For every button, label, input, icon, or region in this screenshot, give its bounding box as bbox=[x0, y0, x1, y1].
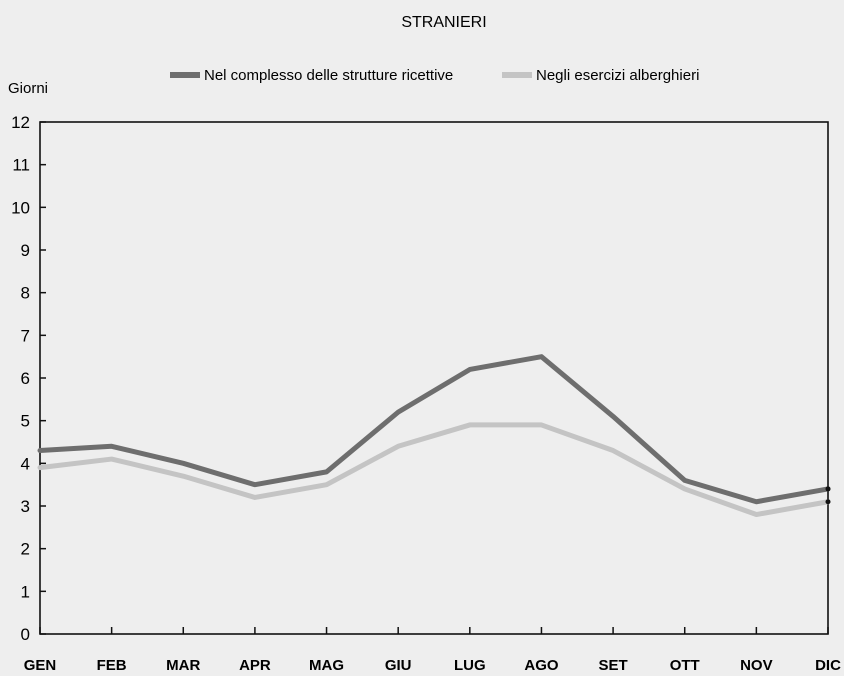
plot-area-frame bbox=[39, 121, 829, 635]
legend-item-series-1: Nel complesso delle strutture ricettive bbox=[170, 67, 453, 84]
y-tick-label: 0 bbox=[21, 625, 30, 644]
y-tick-label: 8 bbox=[21, 284, 30, 303]
legend-item-series-2: Negli esercizi alberghieri bbox=[502, 67, 699, 84]
legend-label-series-2: Negli esercizi alberghieri bbox=[536, 67, 699, 84]
x-tick-label: APR bbox=[239, 657, 271, 674]
x-tick-label: FEB bbox=[97, 657, 127, 674]
y-tick-label: 6 bbox=[21, 369, 30, 388]
series-end-point-2 bbox=[825, 499, 831, 505]
series-line-2 bbox=[37, 422, 831, 518]
x-tick-label: AGO bbox=[524, 657, 559, 674]
chart-title: STRANIERI bbox=[401, 14, 486, 31]
x-tick-label: OTT bbox=[670, 657, 700, 674]
x-tick-label: GEN bbox=[24, 657, 57, 674]
x-axis-ticks: GEN FEB MAR APR MAG GIU LUG AGO SET OTT NOV DIC bbox=[24, 627, 841, 674]
x-tick-label: LUG bbox=[454, 657, 486, 674]
x-tick-label: GIU bbox=[385, 657, 412, 674]
legend-label-series-1: Nel complesso delle strutture ricettive bbox=[204, 67, 453, 84]
y-tick-label: 4 bbox=[21, 454, 30, 473]
series-end-point-1 bbox=[825, 486, 831, 492]
y-tick-label: 10 bbox=[11, 198, 30, 217]
series-line-1 bbox=[37, 354, 831, 505]
y-axis-label: Giorni bbox=[8, 80, 48, 97]
x-tick-label: NOV bbox=[740, 657, 773, 674]
y-tick-label: 9 bbox=[21, 241, 30, 260]
x-tick-label: DIC bbox=[815, 657, 841, 674]
legend: Nel complesso delle strutture ricettive … bbox=[170, 67, 699, 84]
series-lines bbox=[37, 354, 831, 518]
y-tick-label: 2 bbox=[21, 540, 30, 559]
y-tick-label: 11 bbox=[12, 156, 30, 175]
y-tick-label: 12 bbox=[11, 113, 30, 132]
x-tick-label: MAG bbox=[309, 657, 344, 674]
y-tick-label: 5 bbox=[21, 412, 30, 431]
y-tick-label: 1 bbox=[21, 582, 30, 601]
y-tick-label: 3 bbox=[21, 497, 30, 516]
x-tick-label: MAR bbox=[166, 657, 200, 674]
x-tick-label: SET bbox=[598, 657, 627, 674]
y-tick-label: 7 bbox=[21, 326, 30, 345]
